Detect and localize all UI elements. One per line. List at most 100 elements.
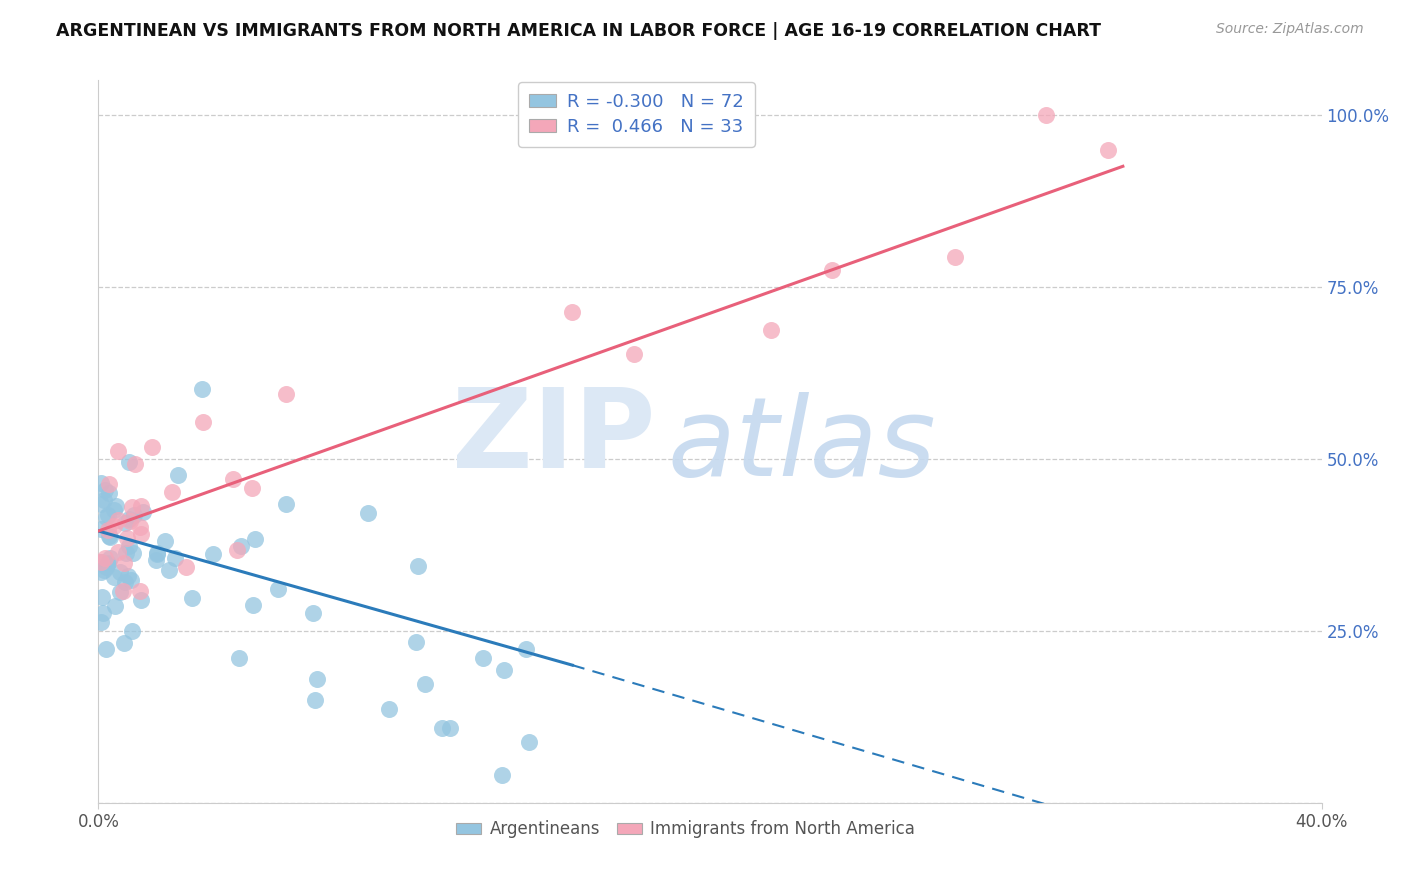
Legend: Argentineans, Immigrants from North America: Argentineans, Immigrants from North Amer… [450,814,921,845]
Point [413,677,436,691]
Point [302,606,325,620]
Point [122,508,145,523]
Point [163,550,186,565]
Point [561,305,583,319]
Point [107,545,129,559]
Point [107,443,129,458]
Point [228,651,250,665]
Point [98,551,121,566]
Point [132,505,155,519]
Point [759,323,782,337]
Point [94,560,117,574]
Point [191,382,214,396]
Point [94,551,117,566]
Point [129,526,152,541]
Point [117,531,139,545]
Point [242,598,264,612]
Point [129,593,152,607]
Point [103,570,125,584]
Point [304,693,326,707]
Point [225,543,247,558]
Point [112,556,135,570]
Point [153,533,176,548]
Point [145,553,167,567]
Point [162,485,184,500]
Point [1035,108,1057,122]
Point [90,475,112,490]
Point [120,514,142,528]
Point [494,663,516,677]
Point [122,546,145,560]
Point [94,483,117,498]
Point [97,485,120,500]
Point [103,519,125,533]
Point [121,624,143,638]
Point [274,386,297,401]
Point [93,563,115,577]
Point [97,508,120,522]
Point [357,506,380,520]
Point [117,569,139,583]
Text: Source: ZipAtlas.com: Source: ZipAtlas.com [1216,22,1364,37]
Point [157,563,180,577]
Point [90,522,112,536]
Point [128,520,150,534]
Point [117,455,139,469]
Point [405,635,427,649]
Point [118,512,141,526]
Point [97,529,120,543]
Point [166,468,188,483]
Point [121,500,143,514]
Point [96,558,118,572]
Point [276,498,298,512]
Point [221,472,243,486]
Point [141,440,163,454]
Point [97,523,120,537]
Point [96,509,118,524]
Point [515,642,537,657]
Point [93,492,115,507]
Point [180,591,202,606]
Point [821,263,844,277]
Point [90,565,112,579]
Point [90,615,112,629]
Text: ARGENTINEAN VS IMMIGRANTS FROM NORTH AMERICA IN LABOR FORCE | AGE 16-19 CORRELAT: ARGENTINEAN VS IMMIGRANTS FROM NORTH AME… [56,22,1101,40]
Point [103,502,125,516]
Point [623,347,645,361]
Point [90,555,112,569]
Point [104,500,127,514]
Point [91,590,114,604]
Text: atlas: atlas [668,392,936,499]
Point [267,582,290,597]
Point [491,768,513,782]
Point [98,530,121,544]
Point [240,482,263,496]
Point [90,556,112,570]
Point [120,573,142,587]
Point [115,546,138,560]
Point [107,513,129,527]
Point [114,575,136,590]
Point [307,672,329,686]
Point [471,650,494,665]
Point [406,559,429,574]
Point [378,702,401,716]
Point [201,547,224,561]
Point [112,636,135,650]
Point [90,497,112,511]
Point [97,477,120,491]
Point [1097,143,1119,157]
Text: ZIP: ZIP [451,384,655,491]
Point [439,721,461,735]
Point [111,584,134,599]
Point [110,565,132,579]
Point [114,516,136,530]
Point [94,642,117,657]
Point [245,532,267,546]
Point [118,540,141,554]
Point [231,539,253,553]
Point [146,546,169,560]
Point [943,251,966,265]
Point [517,734,540,748]
Point [174,560,197,574]
